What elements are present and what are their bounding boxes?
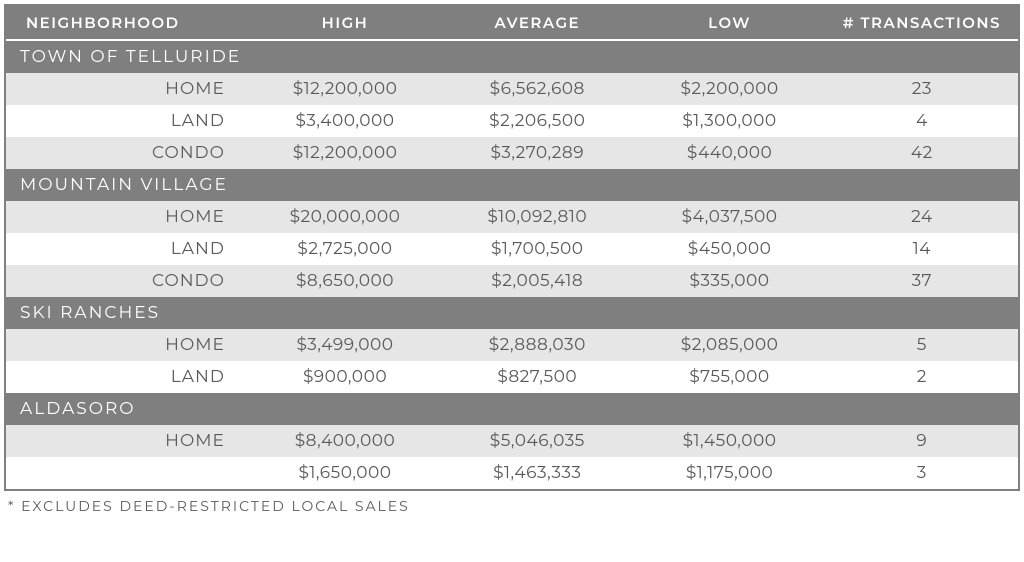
cell-average: $2,005,418 xyxy=(441,265,633,297)
cell-low: $450,000 xyxy=(633,233,825,265)
cell-low: $4,037,500 xyxy=(633,201,825,233)
cell-high: $3,400,000 xyxy=(249,105,441,137)
col-high: HIGH xyxy=(249,6,441,40)
table-header-row: NEIGHBORHOOD HIGH AVERAGE LOW # TRANSACT… xyxy=(6,6,1018,40)
cell-high: $1,650,000 xyxy=(249,457,441,489)
cell-transactions: 24 xyxy=(826,201,1018,233)
cell-transactions: 23 xyxy=(826,73,1018,105)
section-header: MOUNTAIN VILLAGE xyxy=(6,169,1018,201)
cell-low: $335,000 xyxy=(633,265,825,297)
cell-transactions: 2 xyxy=(826,361,1018,393)
cell-average: $10,092,810 xyxy=(441,201,633,233)
cell-type: LAND xyxy=(6,361,249,393)
cell-type: HOME xyxy=(6,73,249,105)
cell-low: $1,300,000 xyxy=(633,105,825,137)
table-row: CONDO$8,650,000$2,005,418$335,00037 xyxy=(6,265,1018,297)
cell-average: $2,888,030 xyxy=(441,329,633,361)
table-body: TOWN OF TELLURIDEHOME$12,200,000$6,562,6… xyxy=(6,40,1018,489)
cell-average: $6,562,608 xyxy=(441,73,633,105)
cell-low: $2,200,000 xyxy=(633,73,825,105)
section-header: ALDASORO xyxy=(6,393,1018,425)
cell-high: $2,725,000 xyxy=(249,233,441,265)
table-row: $1,650,000$1,463,333$1,175,0003 xyxy=(6,457,1018,489)
table-row: LAND$2,725,000$1,700,500$450,00014 xyxy=(6,233,1018,265)
cell-high: $8,650,000 xyxy=(249,265,441,297)
table-row: LAND$900,000$827,500$755,0002 xyxy=(6,361,1018,393)
cell-type: HOME xyxy=(6,329,249,361)
cell-transactions: 4 xyxy=(826,105,1018,137)
cell-transactions: 37 xyxy=(826,265,1018,297)
cell-average: $827,500 xyxy=(441,361,633,393)
sales-table: NEIGHBORHOOD HIGH AVERAGE LOW # TRANSACT… xyxy=(6,6,1018,489)
section-name: SKI RANCHES xyxy=(6,297,1018,329)
table-row: CONDO$12,200,000$3,270,289$440,00042 xyxy=(6,137,1018,169)
cell-transactions: 14 xyxy=(826,233,1018,265)
cell-high: $12,200,000 xyxy=(249,137,441,169)
cell-transactions: 5 xyxy=(826,329,1018,361)
col-transactions: # TRANSACTIONS xyxy=(826,6,1018,40)
cell-type: HOME xyxy=(6,425,249,457)
cell-type: CONDO xyxy=(6,137,249,169)
cell-average: $5,046,035 xyxy=(441,425,633,457)
cell-low: $1,450,000 xyxy=(633,425,825,457)
cell-low: $755,000 xyxy=(633,361,825,393)
table-row: HOME$3,499,000$2,888,030$2,085,0005 xyxy=(6,329,1018,361)
cell-low: $1,175,000 xyxy=(633,457,825,489)
cell-high: $8,400,000 xyxy=(249,425,441,457)
cell-average: $2,206,500 xyxy=(441,105,633,137)
col-average: AVERAGE xyxy=(441,6,633,40)
cell-type: HOME xyxy=(6,201,249,233)
table-row: HOME$8,400,000$5,046,035$1,450,0009 xyxy=(6,425,1018,457)
cell-low: $2,085,000 xyxy=(633,329,825,361)
table-row: HOME$20,000,000$10,092,810$4,037,50024 xyxy=(6,201,1018,233)
cell-transactions: 42 xyxy=(826,137,1018,169)
cell-high: $12,200,000 xyxy=(249,73,441,105)
cell-type: LAND xyxy=(6,105,249,137)
cell-type: CONDO xyxy=(6,265,249,297)
cell-low: $440,000 xyxy=(633,137,825,169)
cell-transactions: 3 xyxy=(826,457,1018,489)
cell-average: $3,270,289 xyxy=(441,137,633,169)
cell-type xyxy=(6,457,249,489)
cell-high: $20,000,000 xyxy=(249,201,441,233)
cell-high: $3,499,000 xyxy=(249,329,441,361)
cell-type: LAND xyxy=(6,233,249,265)
section-header: SKI RANCHES xyxy=(6,297,1018,329)
sales-table-container: NEIGHBORHOOD HIGH AVERAGE LOW # TRANSACT… xyxy=(4,4,1020,491)
section-header: TOWN OF TELLURIDE xyxy=(6,40,1018,73)
col-neighborhood: NEIGHBORHOOD xyxy=(6,6,249,40)
cell-high: $900,000 xyxy=(249,361,441,393)
table-row: LAND$3,400,000$2,206,500$1,300,0004 xyxy=(6,105,1018,137)
cell-average: $1,463,333 xyxy=(441,457,633,489)
table-row: HOME$12,200,000$6,562,608$2,200,00023 xyxy=(6,73,1018,105)
cell-transactions: 9 xyxy=(826,425,1018,457)
section-name: MOUNTAIN VILLAGE xyxy=(6,169,1018,201)
section-name: TOWN OF TELLURIDE xyxy=(6,40,1018,73)
section-name: ALDASORO xyxy=(6,393,1018,425)
col-low: LOW xyxy=(633,6,825,40)
cell-average: $1,700,500 xyxy=(441,233,633,265)
footnote: * EXCLUDES DEED-RESTRICTED LOCAL SALES xyxy=(4,491,1020,515)
